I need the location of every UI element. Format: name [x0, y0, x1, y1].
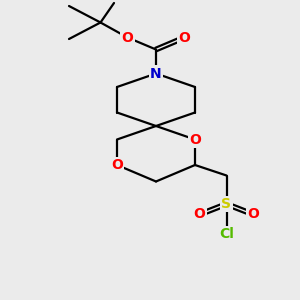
Text: O: O — [248, 208, 260, 221]
Text: O: O — [189, 133, 201, 146]
Text: S: S — [221, 197, 232, 211]
Text: N: N — [150, 67, 162, 80]
Text: Cl: Cl — [219, 227, 234, 241]
Text: O: O — [122, 31, 134, 44]
Text: O: O — [178, 31, 190, 44]
Text: O: O — [194, 208, 206, 221]
Text: O: O — [111, 158, 123, 172]
